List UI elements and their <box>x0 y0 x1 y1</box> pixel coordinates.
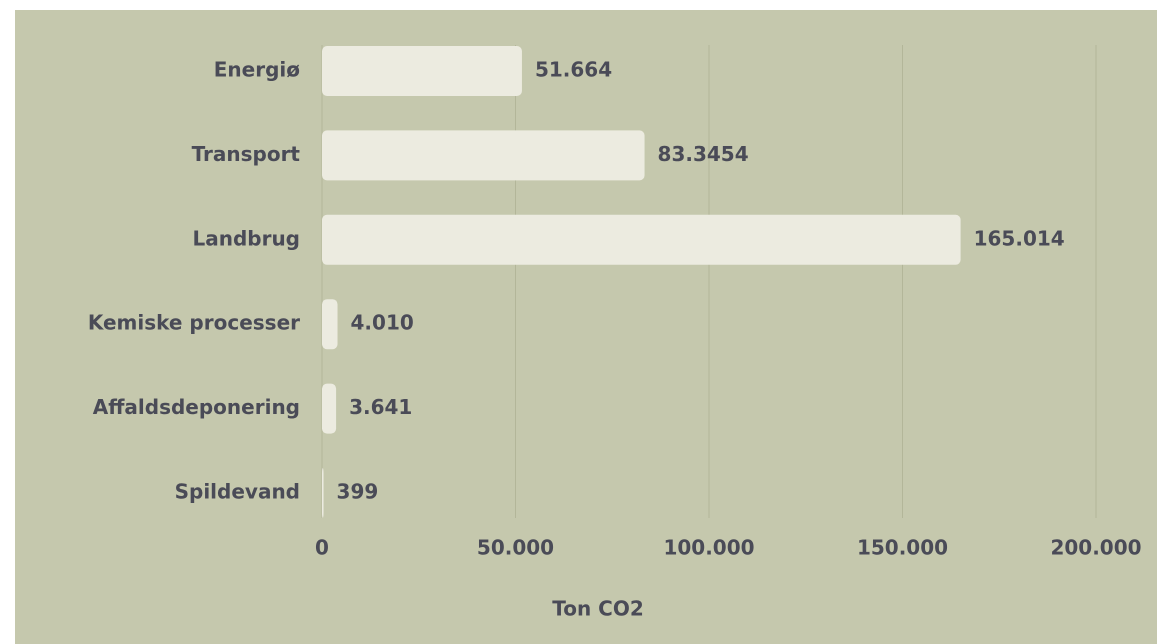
bar <box>322 383 337 434</box>
y-tick-label: Kemiske processer <box>88 311 300 335</box>
bar <box>322 130 645 181</box>
y-tick-label: Energiø <box>214 58 300 82</box>
bar <box>322 46 522 96</box>
y-tick-label: Transport <box>192 142 301 166</box>
x-axis-title: Ton CO2 <box>552 597 644 621</box>
bar <box>322 214 961 265</box>
x-tick-label: 50.000 <box>477 536 554 560</box>
data-label: 4.010 <box>351 311 414 335</box>
x-tick-label: 150.000 <box>857 536 948 560</box>
x-tick-label: 200.000 <box>1050 536 1141 560</box>
y-tick-label: Spildevand <box>175 480 300 504</box>
y-tick-label: Landbrug <box>192 226 300 250</box>
x-tick-label: 100.000 <box>663 536 754 560</box>
data-label: 399 <box>337 480 379 504</box>
bar <box>322 468 324 518</box>
data-label: 3.641 <box>349 395 412 419</box>
chart-background <box>15 10 1157 644</box>
data-label: 51.664 <box>535 58 612 82</box>
x-tick-label: 0 <box>315 536 329 560</box>
data-label: 165.014 <box>974 226 1065 250</box>
y-tick-label: Affaldsdeponering <box>93 395 300 419</box>
bar <box>322 299 338 350</box>
data-label: 83.3454 <box>658 142 749 166</box>
